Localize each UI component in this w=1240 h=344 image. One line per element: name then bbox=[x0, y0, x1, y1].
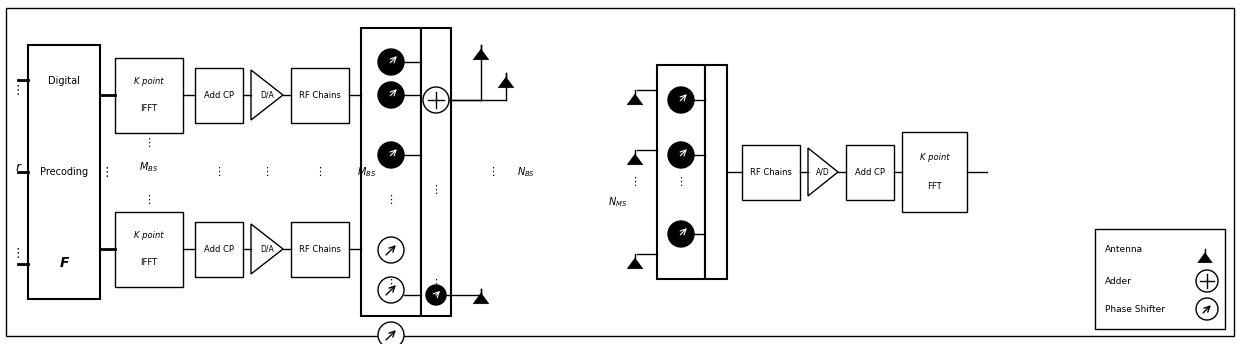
Text: IFFT: IFFT bbox=[140, 258, 157, 267]
Bar bbox=[195, 222, 243, 277]
Text: FFT: FFT bbox=[928, 182, 942, 191]
Circle shape bbox=[668, 87, 694, 113]
Polygon shape bbox=[1198, 253, 1213, 263]
Circle shape bbox=[1197, 270, 1218, 292]
Text: RF Chains: RF Chains bbox=[299, 245, 341, 254]
Bar bbox=[901, 132, 967, 212]
Bar bbox=[1095, 229, 1225, 329]
Text: ⋮: ⋮ bbox=[386, 195, 397, 205]
Text: ⋮: ⋮ bbox=[144, 194, 155, 204]
Text: IFFT: IFFT bbox=[140, 104, 157, 113]
Text: Digital: Digital bbox=[48, 76, 79, 86]
Bar bbox=[706, 65, 727, 279]
Text: ⋮: ⋮ bbox=[315, 167, 326, 177]
Text: Phase Shifter: Phase Shifter bbox=[1105, 304, 1166, 313]
Text: RF Chains: RF Chains bbox=[750, 168, 792, 176]
Text: $M_{BS}$: $M_{BS}$ bbox=[357, 165, 377, 179]
Circle shape bbox=[378, 277, 404, 303]
Text: ⋮: ⋮ bbox=[630, 177, 641, 187]
Text: ⋮: ⋮ bbox=[11, 84, 25, 97]
Text: ⋮: ⋮ bbox=[11, 247, 25, 260]
Polygon shape bbox=[808, 148, 838, 196]
Text: Adder: Adder bbox=[1105, 277, 1132, 286]
Circle shape bbox=[668, 221, 694, 247]
Text: $M_{BS}$: $M_{BS}$ bbox=[139, 160, 159, 174]
Polygon shape bbox=[474, 49, 489, 60]
Bar bbox=[195, 67, 243, 122]
Text: ⋮: ⋮ bbox=[100, 165, 113, 179]
Bar bbox=[846, 144, 894, 200]
Text: ⋮: ⋮ bbox=[487, 167, 498, 177]
Text: ⋮: ⋮ bbox=[430, 185, 441, 195]
Text: D/A: D/A bbox=[260, 245, 274, 254]
Bar bbox=[115, 212, 184, 287]
Text: ⋮: ⋮ bbox=[676, 177, 687, 187]
Bar bbox=[361, 28, 422, 316]
Polygon shape bbox=[627, 154, 642, 165]
Polygon shape bbox=[627, 94, 642, 105]
Polygon shape bbox=[498, 77, 513, 88]
Text: K point: K point bbox=[920, 153, 950, 162]
Text: Precoding: Precoding bbox=[40, 167, 88, 177]
Bar bbox=[291, 222, 348, 277]
Text: K point: K point bbox=[134, 231, 164, 240]
Polygon shape bbox=[250, 224, 283, 274]
Text: $N_{BS}$: $N_{BS}$ bbox=[517, 165, 534, 179]
Polygon shape bbox=[474, 293, 489, 304]
Bar bbox=[29, 45, 100, 299]
Circle shape bbox=[1197, 298, 1218, 320]
Bar bbox=[742, 144, 800, 200]
Circle shape bbox=[423, 87, 449, 113]
Circle shape bbox=[378, 142, 404, 168]
Text: F: F bbox=[60, 256, 68, 270]
Text: A/D: A/D bbox=[816, 168, 830, 176]
Text: Antenna: Antenna bbox=[1105, 245, 1143, 254]
Bar bbox=[115, 57, 184, 132]
Text: $N_{MS}$: $N_{MS}$ bbox=[608, 195, 627, 209]
Circle shape bbox=[427, 285, 446, 305]
Polygon shape bbox=[250, 70, 283, 120]
Text: Add CP: Add CP bbox=[205, 90, 234, 99]
Text: ⋮: ⋮ bbox=[144, 138, 155, 148]
Bar bbox=[422, 28, 451, 316]
Circle shape bbox=[378, 322, 404, 344]
Text: Add CP: Add CP bbox=[205, 245, 234, 254]
Text: ⋮: ⋮ bbox=[262, 167, 273, 177]
Text: r: r bbox=[15, 161, 21, 173]
Circle shape bbox=[378, 82, 404, 108]
Text: ⋮: ⋮ bbox=[430, 279, 441, 289]
Circle shape bbox=[378, 237, 404, 263]
Text: RF Chains: RF Chains bbox=[299, 90, 341, 99]
Text: ⋮: ⋮ bbox=[213, 167, 224, 177]
Circle shape bbox=[378, 49, 404, 75]
Polygon shape bbox=[627, 258, 642, 269]
Bar bbox=[657, 65, 706, 279]
Text: D/A: D/A bbox=[260, 90, 274, 99]
Text: Add CP: Add CP bbox=[856, 168, 885, 176]
Bar bbox=[291, 67, 348, 122]
Text: K point: K point bbox=[134, 77, 164, 86]
Text: ⋮: ⋮ bbox=[386, 279, 397, 289]
Circle shape bbox=[668, 142, 694, 168]
